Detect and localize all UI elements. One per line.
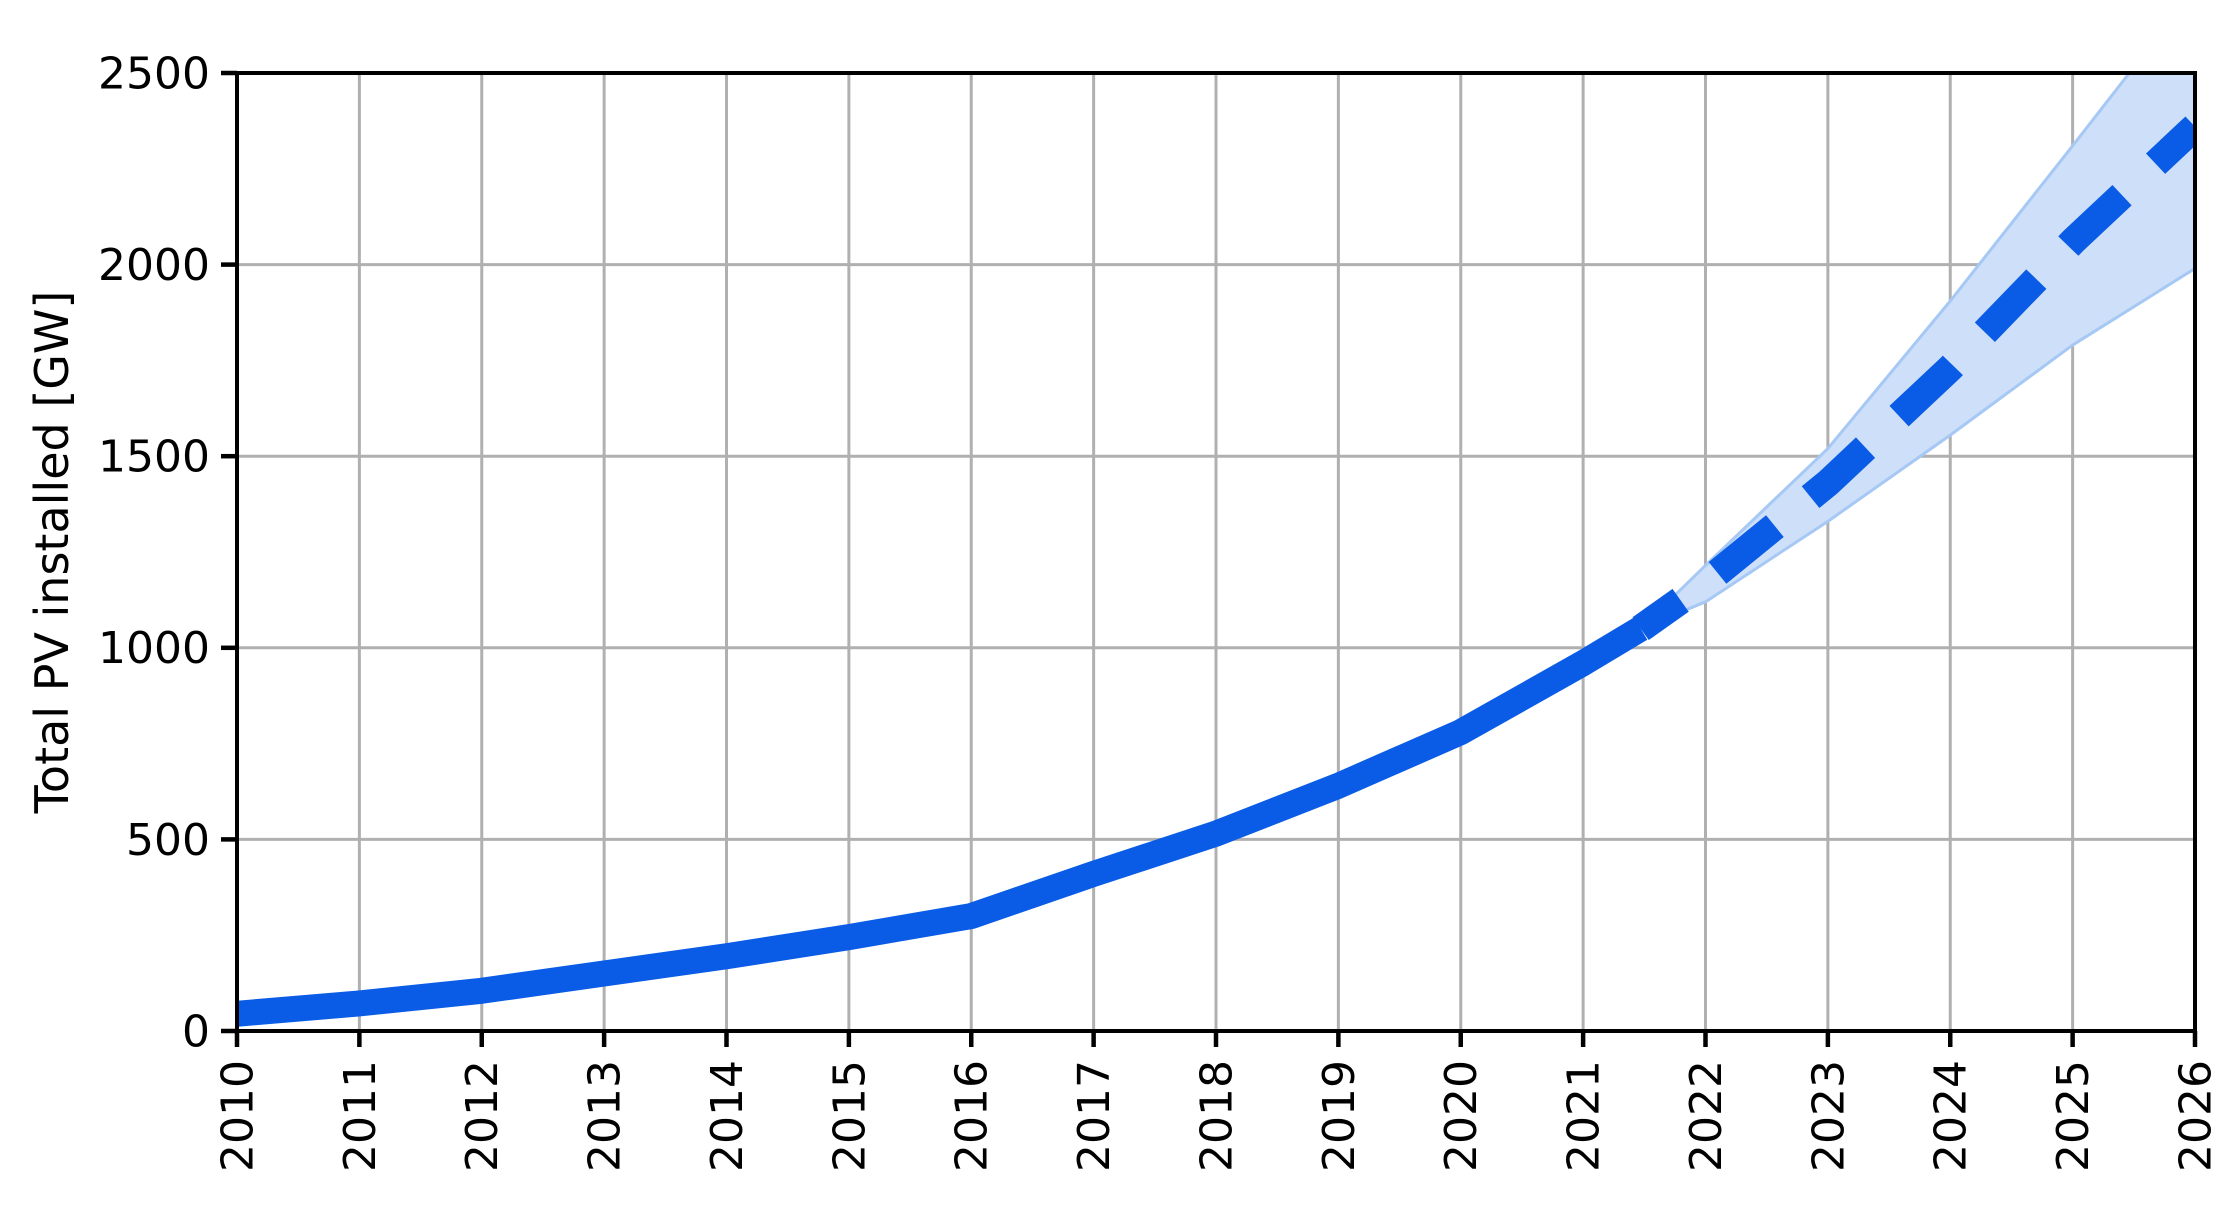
x-tick-label: 2014 — [702, 1060, 753, 1172]
x-tick-label: 2015 — [824, 1060, 875, 1172]
x-tick-label: 2017 — [1069, 1060, 1120, 1172]
forecast-installed-pv-line — [1632, 116, 2195, 641]
y-tick-label: 1000 — [98, 623, 210, 674]
x-tick-label: 2020 — [1436, 1060, 1487, 1172]
uncertainty-band — [1639, 73, 2195, 631]
x-tick-label: 2023 — [1803, 1060, 1854, 1172]
y-axis-label: Total PV installed [GW] — [25, 291, 79, 815]
y-tick-label: 500 — [126, 815, 210, 866]
axis-tick-labels: 2010 2011 2012 2013 2014 2015 2016 2017 2018 2019… — [98, 48, 2221, 1172]
x-tick-label: 2012 — [457, 1060, 508, 1172]
y-tick-label: 2000 — [98, 240, 210, 291]
x-tick-label: 2022 — [1681, 1060, 1732, 1172]
forecast-uncertainty-band — [1639, 73, 2195, 631]
data-series — [237, 116, 2195, 1027]
x-tick-label: 2013 — [580, 1060, 631, 1172]
axis-ticks — [221, 70, 2198, 1047]
y-tick-label: 2500 — [98, 48, 210, 99]
x-tick-label: 2024 — [1926, 1060, 1977, 1172]
x-tick-label: 2021 — [1559, 1060, 1610, 1172]
x-tick-label: 2025 — [2048, 1060, 2099, 1172]
x-tick-label: 2011 — [335, 1060, 386, 1172]
x-tick-label: 2018 — [1191, 1060, 1242, 1172]
x-tick-label: 2010 — [212, 1060, 263, 1172]
x-tick-label: 2019 — [1314, 1060, 1365, 1172]
historical-installed-pv-line — [237, 617, 1648, 1027]
y-tick-label: 0 — [182, 1006, 210, 1057]
grid-lines — [235, 71, 2197, 1033]
x-tick-label: 2026 — [2170, 1060, 2221, 1172]
x-tick-label: 2016 — [947, 1060, 998, 1172]
y-tick-label: 1500 — [98, 432, 210, 483]
